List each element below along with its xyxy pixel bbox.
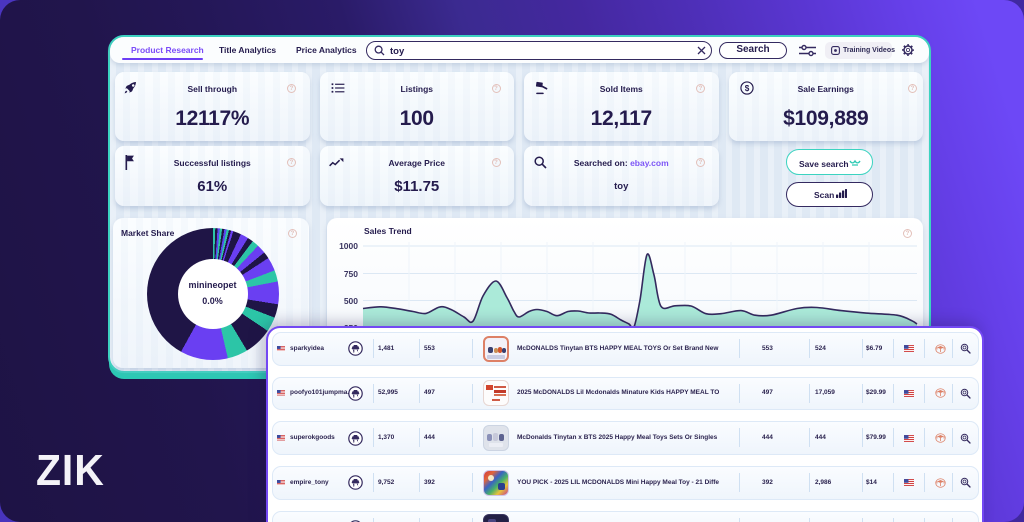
svg-text:$: $ bbox=[745, 84, 750, 93]
